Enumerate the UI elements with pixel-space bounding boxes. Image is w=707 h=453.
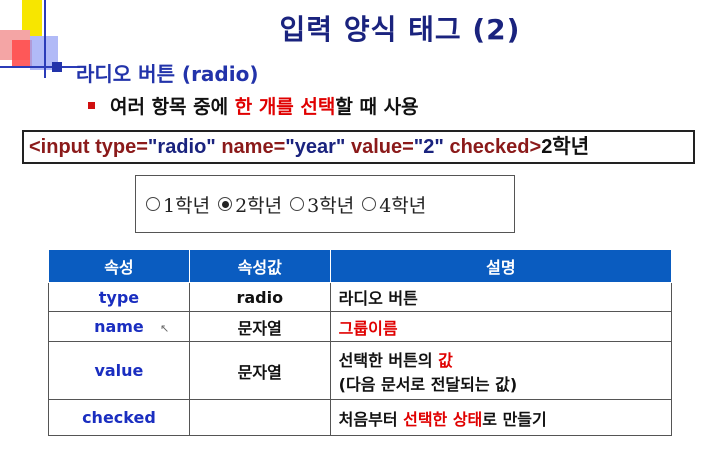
cell-value: radio	[188, 282, 331, 312]
cell-value: 문자열	[188, 311, 331, 342]
cell-attr: type	[48, 282, 190, 312]
radio-circle-icon[interactable]	[290, 197, 305, 211]
bullet-marker	[88, 102, 95, 109]
cell-attr: checked	[48, 399, 190, 436]
cell-desc: 라디오 버튼	[329, 282, 673, 312]
cell-desc: 선택한 버튼의 값 (다음 문서로 전달되는 값)	[329, 341, 673, 400]
radio-option-4[interactable]: 4학년	[362, 191, 426, 218]
attribute-table: 속성 속성값 설명 type radio 라디오 버튼 name 문자열 그룹이…	[48, 249, 673, 436]
header-value: 속성값	[188, 249, 331, 283]
table-row: name 문자열 그룹이름	[48, 311, 673, 342]
page-title: 입력 양식 태그 (2)	[279, 13, 521, 46]
radio-option-2[interactable]: 2학년	[218, 191, 282, 218]
mouse-cursor-icon: ↖	[160, 322, 170, 335]
radio-demo: 1학년 2학년 3학년 4학년	[135, 175, 515, 233]
cell-desc: 그룹이름	[329, 311, 673, 342]
corner-decoration	[0, 0, 80, 80]
radio-checked-icon[interactable]	[218, 197, 233, 211]
radio-circle-icon[interactable]	[146, 197, 160, 211]
cell-value	[188, 399, 331, 436]
cell-attr: name	[48, 311, 190, 342]
radio-circle-icon[interactable]	[362, 197, 377, 211]
table-header-row: 속성 속성값 설명	[48, 249, 673, 283]
cell-desc: 처음부터 선택한 상태로 만들기	[329, 399, 673, 436]
radio-option-3[interactable]: 3학년	[290, 191, 354, 218]
cell-value: 문자열	[188, 341, 331, 400]
radio-option-1[interactable]: 1학년	[146, 191, 210, 218]
header-attribute: 속성	[48, 249, 190, 283]
table-row: type radio 라디오 버튼	[48, 282, 673, 312]
header-description: 설명	[329, 249, 673, 283]
cell-attr: value	[48, 341, 190, 400]
subheading: 여러 항목 중에 한 개를 선택할 때 사용	[110, 96, 419, 118]
bullet-marker	[52, 62, 62, 72]
table-row: checked 처음부터 선택한 상태로 만들기	[48, 399, 673, 436]
code-example: <input type="radio" name="year" value="2…	[22, 130, 695, 164]
table-row: value 문자열 선택한 버튼의 값 (다음 문서로 전달되는 값)	[48, 341, 673, 400]
section-heading: 라디오 버튼 (radio)	[76, 62, 259, 86]
